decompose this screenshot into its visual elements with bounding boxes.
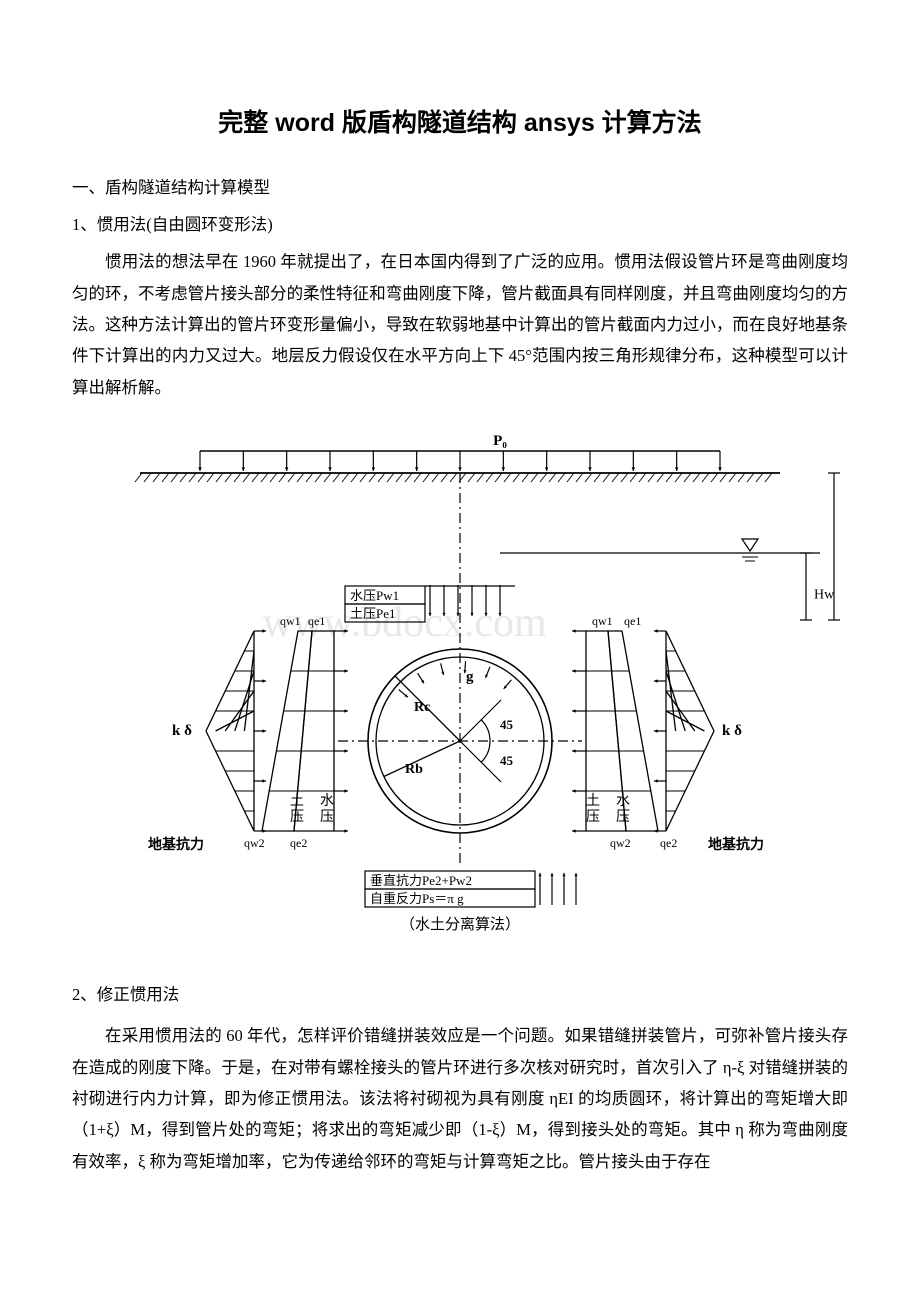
- subsection-1-paragraph: 惯用法的想法早在 1960 年就提出了，在日本国内得到了广泛的应用。惯用法假设管…: [72, 246, 848, 403]
- svg-text:土: 土: [586, 793, 600, 809]
- svg-text:水: 水: [616, 793, 630, 809]
- svg-text:qw2: qw2: [244, 836, 265, 850]
- svg-text:k δ: k δ: [172, 723, 192, 739]
- load-diagram: www.bdocx.comP₀HHw水压Pw1土压Pe1gRcRb4545qw1…: [72, 421, 848, 951]
- section-1-heading: 一、盾构隧道结构计算模型: [72, 172, 848, 203]
- svg-text:Rc: Rc: [414, 700, 430, 715]
- svg-text:土: 土: [290, 793, 304, 809]
- svg-text:qw1: qw1: [592, 614, 613, 628]
- svg-text:垂直抗力Pe2+Pw2: 垂直抗力Pe2+Pw2: [370, 873, 472, 888]
- svg-text:qw1: qw1: [280, 614, 301, 628]
- svg-text:www.bdocx.com: www.bdocx.com: [262, 600, 547, 646]
- svg-text:g: g: [466, 669, 474, 685]
- svg-text:水: 水: [320, 793, 334, 809]
- svg-text:qe2: qe2: [660, 836, 677, 850]
- svg-text:45: 45: [500, 753, 514, 768]
- svg-text:地基抗力: 地基抗力: [148, 836, 204, 853]
- svg-text:土压Pe1: 土压Pe1: [350, 606, 396, 621]
- page-title: 完整 word 版盾构隧道结构 ansys 计算方法: [72, 100, 848, 148]
- svg-text:P₀: P₀: [493, 433, 507, 449]
- svg-text:（水土分离算法）: （水土分离算法）: [400, 915, 520, 933]
- svg-text:压: 压: [320, 810, 334, 825]
- subsection-2-paragraph: 在采用惯用法的 60 年代，怎样评价错缝拼装效应是一个问题。如果错缝拼装管片，可…: [72, 1020, 848, 1177]
- svg-text:k δ: k δ: [722, 723, 742, 739]
- svg-text:qe2: qe2: [290, 836, 307, 850]
- svg-text:压: 压: [616, 810, 630, 825]
- tunnel-load-diagram-svg: www.bdocx.comP₀HHw水压Pw1土压Pe1gRcRb4545qw1…: [80, 421, 840, 951]
- svg-text:Hw: Hw: [814, 587, 835, 602]
- svg-text:自重反力Ps＝π g: 自重反力Ps＝π g: [370, 891, 464, 906]
- svg-text:qe1: qe1: [308, 614, 325, 628]
- svg-text:qw2: qw2: [610, 836, 631, 850]
- svg-text:地基抗力: 地基抗力: [708, 836, 764, 853]
- svg-text:45: 45: [500, 717, 514, 732]
- svg-text:qe1: qe1: [624, 614, 641, 628]
- subsection-1-heading: 1、惯用法(自由圆环变形法): [72, 209, 848, 240]
- svg-text:压: 压: [290, 810, 304, 825]
- svg-text:水压Pw1: 水压Pw1: [350, 588, 399, 603]
- svg-text:Rb: Rb: [405, 762, 423, 777]
- subsection-2-heading: 2、修正惯用法: [72, 979, 848, 1010]
- svg-text:压: 压: [586, 810, 600, 825]
